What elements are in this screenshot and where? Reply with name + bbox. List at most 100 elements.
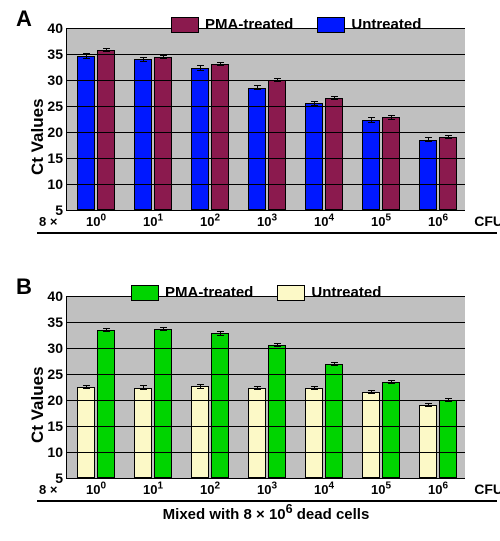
- bar-group: [248, 28, 286, 210]
- error-bar: [257, 85, 258, 90]
- bar: [439, 400, 457, 478]
- error-bar: [334, 362, 335, 366]
- y-tick-label: 40: [47, 20, 63, 36]
- x-tick-label: 100: [86, 214, 106, 229]
- x-tick-label: 101: [143, 482, 163, 497]
- error-bar: [448, 135, 449, 139]
- legend-item: Untreated: [277, 284, 381, 301]
- bar-group: [77, 296, 115, 478]
- error-bar: [106, 328, 107, 332]
- y-axis-title-b: Ct Values: [28, 366, 48, 443]
- error-bar: [428, 137, 429, 142]
- bar-group: [77, 28, 115, 210]
- error-bar: [334, 96, 335, 100]
- y-tick-label: 30: [47, 72, 63, 88]
- x-suffix: CFU: [474, 213, 500, 229]
- error-bar: [277, 343, 278, 347]
- bar: [362, 120, 380, 210]
- bar: [305, 388, 323, 478]
- error-bar: [428, 403, 429, 407]
- bar-group: [419, 28, 457, 210]
- plot-area-b: 1001011021031041051068 ×CFUMixed with 8 …: [66, 296, 465, 479]
- x-tick-label: 105: [371, 482, 391, 497]
- error-bar: [220, 331, 221, 335]
- legend-label: Untreated: [351, 16, 421, 33]
- bar: [211, 64, 229, 210]
- bar: [325, 364, 343, 478]
- y-tick-label: 15: [47, 150, 63, 166]
- gridline: [67, 54, 465, 55]
- y-tick-label: 35: [47, 46, 63, 62]
- error-bar: [163, 55, 164, 59]
- gridline: [67, 132, 465, 133]
- x-axis-rule: [37, 232, 497, 234]
- legend-b: PMA-treated Untreated: [125, 282, 387, 303]
- x-tick-label: 101: [143, 214, 163, 229]
- figure: A Ct Values 1001011021031041051068 ×CFU …: [0, 0, 500, 541]
- gridline: [67, 80, 465, 81]
- error-bar: [314, 386, 315, 390]
- error-bar: [257, 386, 258, 390]
- bar: [439, 137, 457, 210]
- y-tick-label: 5: [55, 470, 63, 486]
- legend-swatch: [317, 17, 345, 33]
- bar: [268, 80, 286, 210]
- gridline: [67, 322, 465, 323]
- y-tick-label: 25: [47, 98, 63, 114]
- bar-group: [419, 296, 457, 478]
- x-tick-label: 103: [257, 482, 277, 497]
- bar-group: [362, 28, 400, 210]
- x-labels-b: 1001011021031041051068 ×CFUMixed with 8 …: [67, 478, 465, 508]
- plot-area-a: 1001011021031041051068 ×CFU 510152025303…: [66, 28, 465, 211]
- bar-group: [305, 28, 343, 210]
- gridline: [67, 374, 465, 375]
- y-tick-label: 20: [47, 392, 63, 408]
- gridline: [67, 426, 465, 427]
- legend-item: PMA-treated: [131, 284, 253, 301]
- error-bar: [106, 48, 107, 52]
- bars-b: [67, 296, 465, 478]
- bar: [97, 330, 115, 478]
- bar: [419, 140, 437, 210]
- y-tick-label: 30: [47, 340, 63, 356]
- bar-group: [134, 296, 172, 478]
- y-tick-label: 10: [47, 444, 63, 460]
- bar: [248, 388, 266, 478]
- y-tick-label: 10: [47, 176, 63, 192]
- y-tick-label: 15: [47, 418, 63, 434]
- error-bar: [220, 62, 221, 66]
- bar-group: [248, 296, 286, 478]
- legend-label: Untreated: [311, 284, 381, 301]
- legend-swatch: [171, 17, 199, 33]
- error-bar: [143, 57, 144, 62]
- error-bar: [200, 65, 201, 70]
- bar-group: [305, 296, 343, 478]
- x-tick-label: 103: [257, 214, 277, 229]
- bar-group: [191, 28, 229, 210]
- bar: [191, 68, 209, 210]
- bar: [419, 405, 437, 478]
- panel-a: A Ct Values 1001011021031041051068 ×CFU …: [0, 0, 500, 268]
- bar: [211, 333, 229, 478]
- error-bar: [143, 385, 144, 389]
- panel-label-a: A: [16, 6, 32, 32]
- bars-a: [67, 28, 465, 210]
- y-tick-label: 5: [55, 202, 63, 218]
- y-tick-label: 20: [47, 124, 63, 140]
- y-tick-label: 40: [47, 288, 63, 304]
- x-tick-label: 106: [428, 482, 448, 497]
- error-bar: [86, 385, 87, 389]
- legend-swatch: [131, 285, 159, 301]
- x-tick-label: 104: [314, 482, 334, 497]
- error-bar: [371, 390, 372, 394]
- bar-group: [191, 296, 229, 478]
- gridline: [67, 158, 465, 159]
- error-bar: [391, 115, 392, 119]
- x-labels-a: 1001011021031041051068 ×CFU: [67, 210, 465, 240]
- x-tick-label: 104: [314, 214, 334, 229]
- x-tick-label: 106: [428, 214, 448, 229]
- bar: [305, 103, 323, 210]
- x-tick-label: 102: [200, 482, 220, 497]
- y-tick-label: 25: [47, 366, 63, 382]
- legend-swatch: [277, 285, 305, 301]
